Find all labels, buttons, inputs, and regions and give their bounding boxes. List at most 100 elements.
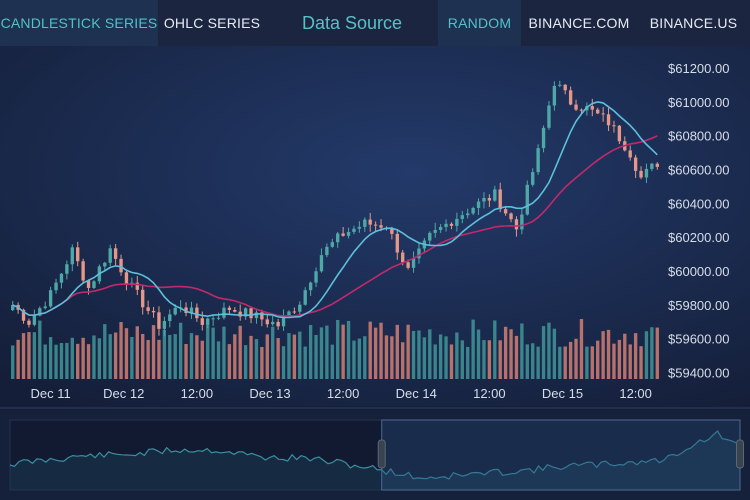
volume-bar <box>346 320 351 379</box>
candle-body <box>130 282 134 284</box>
navigator-area <box>10 431 740 490</box>
candle-body <box>401 252 405 263</box>
tab-source-binance-us[interactable]: BINANCE.US <box>649 15 738 31</box>
candle-body <box>417 248 421 259</box>
candle-body <box>260 312 264 320</box>
tab-ohlc-series[interactable]: OHLC SERIES <box>163 15 261 31</box>
x-tick-label: Dec 11 <box>31 386 71 401</box>
volume-bar <box>476 329 481 379</box>
navigator-selection-window[interactable] <box>381 419 741 491</box>
candle-body <box>65 264 69 274</box>
volume-bar <box>531 343 535 379</box>
volume-bar <box>325 325 329 379</box>
volume-bar <box>38 320 42 379</box>
volume-bar <box>254 339 259 379</box>
candle-body <box>124 272 129 284</box>
volume-bar <box>379 322 383 379</box>
candle-body <box>292 311 297 313</box>
volume-bar <box>395 324 399 379</box>
volume-bar <box>617 339 622 379</box>
candle-body <box>444 223 448 228</box>
volume-bar <box>552 328 557 379</box>
volume-bar <box>503 326 508 379</box>
candle-body <box>563 84 567 91</box>
candle-body <box>108 248 112 263</box>
candle-body <box>32 315 37 325</box>
volume-bar <box>135 326 139 379</box>
candle-body <box>222 307 226 318</box>
candle-body <box>476 201 481 208</box>
volume-bar <box>151 325 156 379</box>
volume-bar <box>612 343 616 379</box>
volume-bar <box>265 334 269 379</box>
candle-body <box>520 214 524 230</box>
candle-body <box>119 258 123 273</box>
candle-body <box>151 310 156 313</box>
volume-bar <box>628 344 632 379</box>
candle-body <box>92 281 96 288</box>
candle-body <box>633 157 638 171</box>
volume-bar <box>70 337 74 379</box>
candle-body <box>650 163 654 169</box>
candle-body <box>433 229 437 233</box>
candle-body <box>206 318 210 325</box>
x-tick-label: Dec 13 <box>249 386 290 401</box>
candle-body <box>265 319 269 325</box>
candlestick-chart[interactable]: $59400.00 $59600.00 $59800.00 $60000.00 $602… <box>0 46 750 406</box>
x-tick-label: 12:00 <box>473 386 506 401</box>
volume-bar <box>466 346 470 379</box>
candle-body <box>579 109 584 111</box>
volume-bar <box>206 325 210 379</box>
volume-bar <box>97 338 102 379</box>
volume-bar <box>579 319 584 379</box>
volume-bar <box>487 340 492 379</box>
volume-bar <box>141 333 145 379</box>
navigator-right-handle[interactable] <box>736 439 744 469</box>
candle-body <box>346 231 351 236</box>
candle-body <box>103 262 107 267</box>
candle-body <box>70 247 74 265</box>
volume-bar <box>352 340 356 379</box>
candle-body <box>601 113 605 115</box>
overview-navigator[interactable] <box>0 406 750 500</box>
volume-bar <box>76 343 80 379</box>
volume-bar <box>460 340 464 379</box>
volume-bar <box>541 326 546 379</box>
tab-source-binance-com[interactable]: BINANCE.COM <box>528 15 630 31</box>
candle-body <box>525 184 529 215</box>
tab-candlestick-series[interactable]: CANDLESTICK SERIES <box>0 0 158 46</box>
volume-bar <box>146 339 150 379</box>
volume-bar <box>644 331 649 379</box>
candle-body <box>200 318 204 325</box>
volume-bar <box>563 346 567 379</box>
volume-bar <box>417 330 421 379</box>
volume-bar <box>48 337 53 379</box>
volume-bar <box>390 336 394 379</box>
volume-bar <box>590 346 594 379</box>
volume-bar <box>655 327 659 379</box>
candle-body <box>281 316 286 327</box>
volume-bar <box>260 346 264 379</box>
x-tick-label: Dec 14 <box>396 386 437 401</box>
volume-bar <box>308 324 313 379</box>
navigator-left-handle[interactable] <box>377 439 386 469</box>
volume-bar <box>32 332 37 379</box>
candle-body <box>162 321 167 329</box>
volume-bar <box>438 334 443 379</box>
candle-body <box>38 308 42 316</box>
volume-bar <box>271 326 275 379</box>
y-tick-label: $59800.00 <box>668 298 729 313</box>
volume-bar <box>411 330 416 379</box>
volume-bar <box>227 344 232 379</box>
candle-body <box>168 314 172 322</box>
tab-source-random[interactable]: RANDOM <box>438 0 521 46</box>
volume-bar <box>433 344 437 379</box>
volume-bar <box>536 346 540 379</box>
candle-body <box>287 311 291 317</box>
candle-body <box>541 127 546 149</box>
y-tick-label: $59600.00 <box>668 332 729 347</box>
candle-body <box>379 225 383 228</box>
candle-body <box>363 219 367 227</box>
volume-bar <box>222 326 226 379</box>
volume-bar <box>43 344 47 379</box>
